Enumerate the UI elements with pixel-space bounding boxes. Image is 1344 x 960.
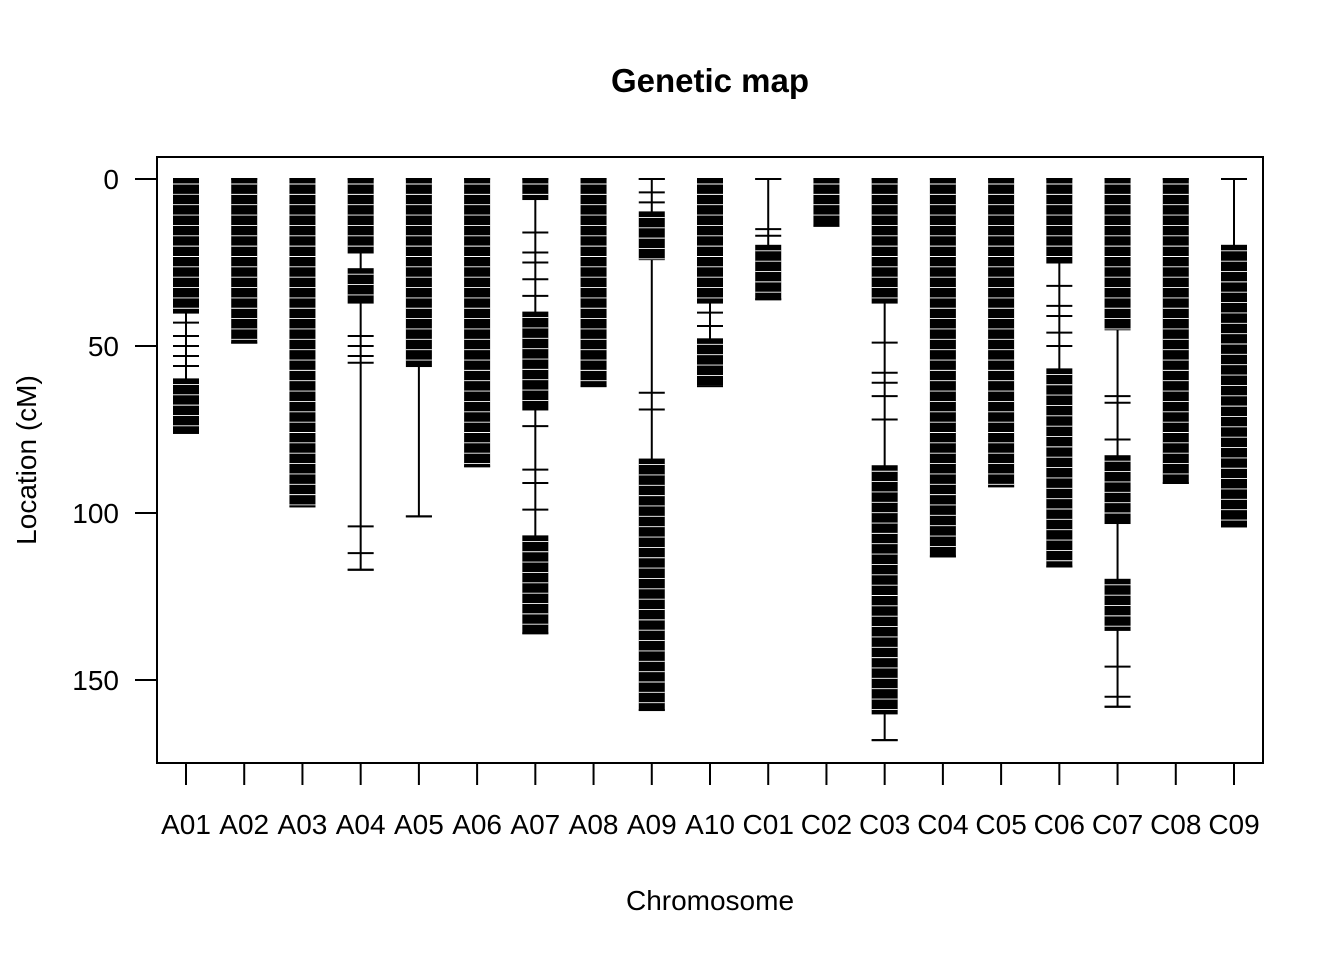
dense-marker-block — [929, 178, 956, 558]
x-tick-label-c09: C09 — [1208, 809, 1259, 840]
chromosome-a03 — [289, 178, 316, 508]
dense-marker-block — [173, 378, 199, 434]
chromosome-c02 — [813, 178, 840, 227]
x-tick-label-c04: C04 — [917, 809, 968, 840]
x-tick-label-a10: A10 — [685, 809, 735, 840]
chromosome-c03 — [871, 178, 898, 742]
chromosome-a05 — [405, 178, 432, 518]
dense-marker-block — [1221, 244, 1247, 528]
dense-marker-block — [347, 178, 374, 254]
x-axis-label: Chromosome — [626, 885, 794, 916]
dense-marker-block — [1162, 178, 1189, 484]
x-tick-label-a05: A05 — [394, 809, 444, 840]
dense-marker-block — [697, 178, 723, 304]
y-tick-label: 150 — [72, 665, 119, 696]
x-tick-label-a08: A08 — [569, 809, 619, 840]
dense-marker-block — [231, 178, 258, 344]
chromosome-c08 — [1162, 178, 1189, 484]
chromosome-a01 — [173, 178, 199, 434]
x-axis: A01 A02 A03 A04 A05 A06 A07 A08 A09 A10 C01 C02 C03 C… — [161, 763, 1260, 840]
x-tick-label-c08: C08 — [1150, 809, 1201, 840]
dense-marker-block — [1046, 178, 1073, 264]
y-tick-label: 50 — [88, 331, 119, 362]
chromosome-c05 — [988, 178, 1015, 488]
chromosome-c04 — [929, 178, 956, 558]
chromosome-a07 — [522, 178, 549, 635]
dense-marker-block — [1104, 578, 1131, 631]
x-tick-label-a01: A01 — [161, 809, 211, 840]
dense-marker-block — [871, 465, 898, 715]
dense-marker-block — [988, 178, 1015, 488]
chromosome-a08 — [580, 178, 607, 388]
chromosome-a02 — [231, 178, 258, 344]
dense-marker-block — [638, 211, 665, 261]
x-tick-label-c02: C02 — [801, 809, 852, 840]
y-axis-label: Location (cM) — [11, 375, 42, 545]
chromosome-c01 — [755, 178, 782, 301]
chromosome-a09 — [638, 178, 665, 712]
x-tick-label-a09: A09 — [627, 809, 677, 840]
dense-marker-block — [522, 535, 549, 635]
chromosome-a04 — [347, 178, 374, 571]
dense-marker-block — [405, 178, 432, 368]
dense-marker-block — [347, 268, 374, 304]
y-axis: 0 50 100 150 — [72, 164, 157, 696]
x-tick-label-a03: A03 — [278, 809, 328, 840]
dense-marker-block — [464, 178, 491, 468]
dense-marker-block — [871, 178, 898, 304]
chromosome-c09 — [1221, 178, 1247, 528]
chromosome-tracks — [173, 178, 1247, 742]
chart-title: Genetic map — [611, 62, 809, 99]
y-tick-label: 100 — [72, 498, 119, 529]
dense-marker-block — [755, 244, 782, 301]
x-tick-label-c01: C01 — [743, 809, 794, 840]
x-tick-label-c03: C03 — [859, 809, 910, 840]
dense-marker-block — [1104, 178, 1131, 331]
x-tick-label-c07: C07 — [1092, 809, 1143, 840]
x-tick-label-a06: A06 — [452, 809, 502, 840]
x-tick-label-c05: C05 — [975, 809, 1026, 840]
dense-marker-block — [1104, 455, 1131, 525]
x-tick-label-c06: C06 — [1034, 809, 1085, 840]
x-tick-label-a02: A02 — [219, 809, 269, 840]
dense-marker-block — [522, 311, 549, 411]
x-tick-label-a04: A04 — [336, 809, 386, 840]
chromosome-c07 — [1104, 178, 1131, 708]
dense-marker-block — [289, 178, 316, 508]
chromosome-a10 — [697, 178, 723, 388]
dense-marker-block — [697, 338, 723, 388]
dense-marker-block — [522, 178, 549, 201]
chromosome-c06 — [1046, 178, 1073, 568]
dense-marker-block — [813, 178, 840, 227]
y-tick-label: 0 — [103, 164, 119, 195]
dense-marker-block — [638, 458, 665, 712]
chromosome-a06 — [464, 178, 491, 468]
dense-marker-block — [580, 178, 607, 388]
x-tick-label-a07: A07 — [510, 809, 560, 840]
